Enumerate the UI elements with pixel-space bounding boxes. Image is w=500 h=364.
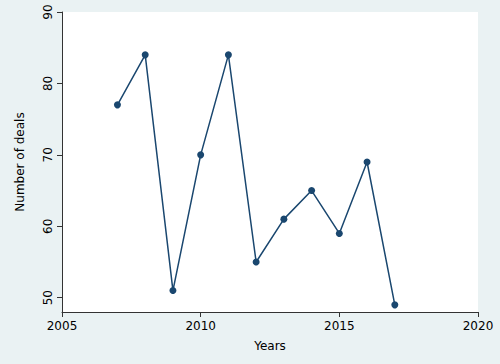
svg-text:50: 50 xyxy=(41,290,55,305)
svg-text:2020: 2020 xyxy=(463,319,494,333)
svg-text:Years: Years xyxy=(253,339,286,353)
svg-text:80: 80 xyxy=(41,76,55,91)
svg-text:2015: 2015 xyxy=(324,319,355,333)
svg-text:2005: 2005 xyxy=(47,319,78,333)
svg-text:70: 70 xyxy=(41,147,55,162)
svg-text:90: 90 xyxy=(41,4,55,19)
svg-text:Number of deals: Number of deals xyxy=(13,112,27,211)
svg-text:60: 60 xyxy=(41,219,55,234)
svg-text:2010: 2010 xyxy=(185,319,216,333)
